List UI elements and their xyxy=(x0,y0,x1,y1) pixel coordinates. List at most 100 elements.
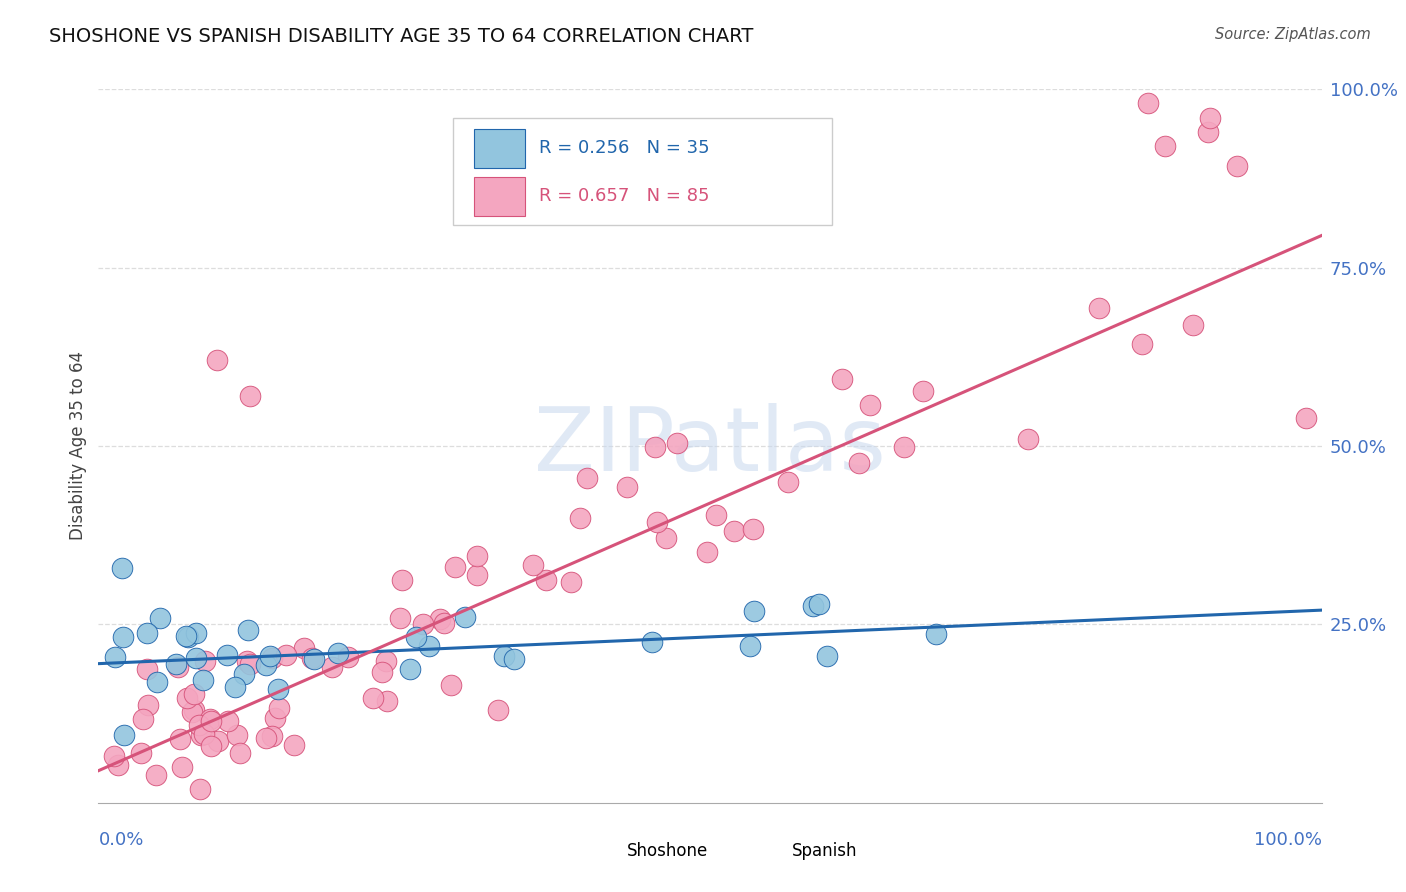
Text: R = 0.657   N = 85: R = 0.657 N = 85 xyxy=(538,187,709,205)
Point xyxy=(267,681,290,696)
Point xyxy=(412,617,434,632)
Point xyxy=(224,680,246,694)
Point xyxy=(1226,159,1249,173)
Text: ZIPatlas: ZIPatlas xyxy=(534,402,886,490)
Point xyxy=(389,611,412,625)
Point xyxy=(655,532,678,546)
Point xyxy=(418,639,440,653)
Point xyxy=(665,436,688,450)
Point xyxy=(454,610,477,624)
Point xyxy=(166,659,188,673)
Point xyxy=(893,440,915,454)
Point xyxy=(111,630,134,644)
Point xyxy=(187,718,209,732)
Point xyxy=(176,690,198,705)
Point xyxy=(145,675,167,690)
Point xyxy=(859,398,882,412)
Point xyxy=(807,598,830,612)
Point xyxy=(111,561,134,575)
Point xyxy=(169,732,191,747)
Point xyxy=(1295,411,1317,425)
Point xyxy=(188,781,211,796)
Point xyxy=(174,629,197,643)
Text: 100.0%: 100.0% xyxy=(1254,831,1322,849)
Point xyxy=(183,687,205,701)
Point xyxy=(1130,337,1153,351)
Point xyxy=(696,545,718,559)
Text: R = 0.256   N = 35: R = 0.256 N = 35 xyxy=(538,139,710,157)
Point xyxy=(180,705,202,719)
Point xyxy=(534,573,557,587)
Point xyxy=(1154,139,1177,153)
Text: 0.0%: 0.0% xyxy=(98,831,143,849)
Point xyxy=(405,630,427,644)
Point xyxy=(616,480,638,494)
Point xyxy=(391,574,413,588)
Point xyxy=(645,515,668,529)
Point xyxy=(193,727,215,741)
Text: Shoshone: Shoshone xyxy=(627,842,709,860)
Point xyxy=(560,574,582,589)
Point xyxy=(641,634,664,648)
Point xyxy=(191,673,214,687)
Point xyxy=(186,651,208,665)
Point xyxy=(260,651,283,665)
Point xyxy=(136,662,159,676)
Point xyxy=(742,522,765,536)
Point xyxy=(1017,432,1039,446)
Point xyxy=(107,758,129,772)
Point xyxy=(104,649,127,664)
Point xyxy=(145,767,167,781)
Point xyxy=(723,524,745,538)
Point xyxy=(239,657,262,672)
Text: SHOSHONE VS SPANISH DISABILITY AGE 35 TO 64 CORRELATION CHART: SHOSHONE VS SPANISH DISABILITY AGE 35 TO… xyxy=(49,27,754,45)
Point xyxy=(439,677,461,691)
Point xyxy=(177,630,200,644)
Point xyxy=(194,654,217,668)
FancyBboxPatch shape xyxy=(453,118,832,225)
Point xyxy=(238,623,260,637)
Point xyxy=(1182,318,1205,332)
Point xyxy=(1136,96,1159,111)
Point xyxy=(363,691,385,706)
Point xyxy=(165,657,187,671)
Point xyxy=(138,698,160,712)
Point xyxy=(742,604,765,618)
Point xyxy=(503,652,526,666)
Point xyxy=(831,371,853,385)
Point xyxy=(129,746,152,760)
Point xyxy=(292,640,315,655)
Point xyxy=(112,728,135,742)
FancyBboxPatch shape xyxy=(582,840,620,862)
Point xyxy=(399,662,422,676)
Point xyxy=(304,652,326,666)
FancyBboxPatch shape xyxy=(474,128,526,168)
Point xyxy=(131,713,153,727)
Point xyxy=(262,729,284,743)
Point xyxy=(103,748,125,763)
Point xyxy=(256,731,278,745)
Point xyxy=(569,511,592,525)
Point xyxy=(328,646,350,660)
Point xyxy=(136,626,159,640)
Point xyxy=(226,728,249,742)
Point xyxy=(217,714,239,728)
Point xyxy=(911,384,934,398)
Point xyxy=(444,560,467,574)
Point xyxy=(190,728,212,742)
Point xyxy=(236,654,259,668)
Point xyxy=(465,568,488,582)
Point xyxy=(486,702,509,716)
Point xyxy=(371,665,394,679)
Point xyxy=(1088,301,1111,316)
Point xyxy=(1199,111,1222,125)
Point xyxy=(215,648,238,663)
Point xyxy=(269,700,291,714)
Point xyxy=(200,714,222,728)
Point xyxy=(429,612,451,626)
Point xyxy=(233,667,256,681)
Point xyxy=(494,649,516,664)
Point xyxy=(239,389,262,403)
Point xyxy=(465,549,488,563)
Point xyxy=(925,627,948,641)
